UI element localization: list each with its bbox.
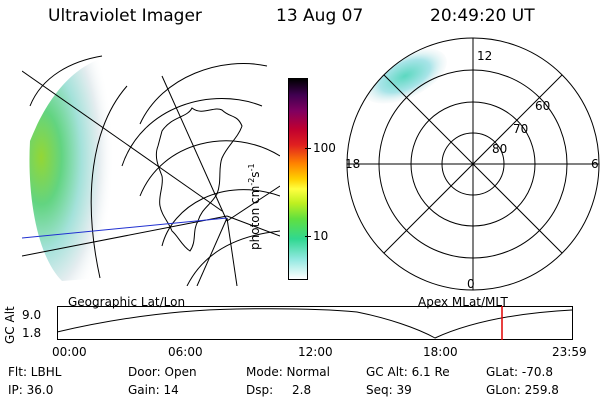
- colorbar-unit: photon cm: [248, 185, 262, 250]
- lat-label-70: 70: [513, 122, 528, 136]
- time-tick-0000: 00:00: [52, 345, 87, 359]
- colorbar-tick-10: 10: [313, 229, 329, 243]
- apex-caption: Apex MLat/MLT: [418, 295, 508, 309]
- satellite-track: [22, 217, 228, 239]
- time-tick-1200: 12:00: [298, 345, 333, 359]
- time-tick-1800: 18:00: [423, 345, 458, 359]
- status-gain: Gain: 14: [128, 383, 179, 397]
- status-glon: GLon: 259.8: [486, 383, 559, 397]
- time-tick-2359: 23:59: [552, 345, 587, 359]
- status-glat: GLat: -70.8: [486, 365, 553, 379]
- altitude-axis-label: GC Alt: [3, 306, 17, 344]
- lat-label-80: 80: [492, 142, 507, 156]
- colorbar-tick-mark-10: [305, 236, 311, 237]
- instrument-title: Ultraviolet Imager: [48, 6, 202, 26]
- colorbar-s: s: [248, 171, 262, 178]
- status-dsp-label: Dsp:: [246, 383, 274, 397]
- time-label: 20:49:20 UT: [430, 6, 535, 26]
- lat-label-60: 60: [535, 99, 550, 113]
- date-label: 13 Aug 07: [276, 6, 364, 26]
- coastline: [155, 107, 243, 252]
- polar-aurora: [363, 48, 447, 104]
- status-seq: Seq: 39: [366, 383, 412, 397]
- status-flt: Flt: LBHL: [8, 365, 62, 379]
- altitude-plot: [57, 306, 573, 340]
- time-tick-0600: 06:00: [168, 345, 203, 359]
- status-gcalt: GC Alt: 6.1 Re: [366, 365, 450, 379]
- polar-plot: 12 18 6 0 60 70 80: [345, 37, 600, 291]
- status-dsp-value: 2.8: [292, 383, 312, 397]
- status-mode: Mode: Normal: [246, 365, 330, 379]
- altitude-tick-high: 9.0: [22, 308, 42, 322]
- geographic-map: [22, 55, 280, 286]
- colorbar: [288, 78, 308, 280]
- mlt-label-6: 6: [591, 157, 599, 171]
- mlt-label-18: 18: [345, 157, 360, 171]
- altitude-tick-low: 1.8: [22, 326, 42, 340]
- aurora-emission: [29, 56, 128, 281]
- mlt-label-12: 12: [477, 49, 492, 63]
- colorbar-tick-100: 100: [313, 141, 336, 155]
- colorbar-unit-label: photon cm-2s-1: [247, 163, 262, 250]
- mlt-label-0: 0: [467, 277, 475, 291]
- geographic-caption: Geographic Lat/Lon: [68, 295, 186, 309]
- colorbar-exp1: -2: [247, 177, 256, 186]
- status-ip: IP: 36.0: [8, 383, 54, 397]
- altitude-curve: [57, 308, 573, 339]
- status-door: Door: Open: [128, 365, 197, 379]
- colorbar-tick-mark-100: [305, 148, 311, 149]
- colorbar-exp2: -1: [247, 163, 256, 172]
